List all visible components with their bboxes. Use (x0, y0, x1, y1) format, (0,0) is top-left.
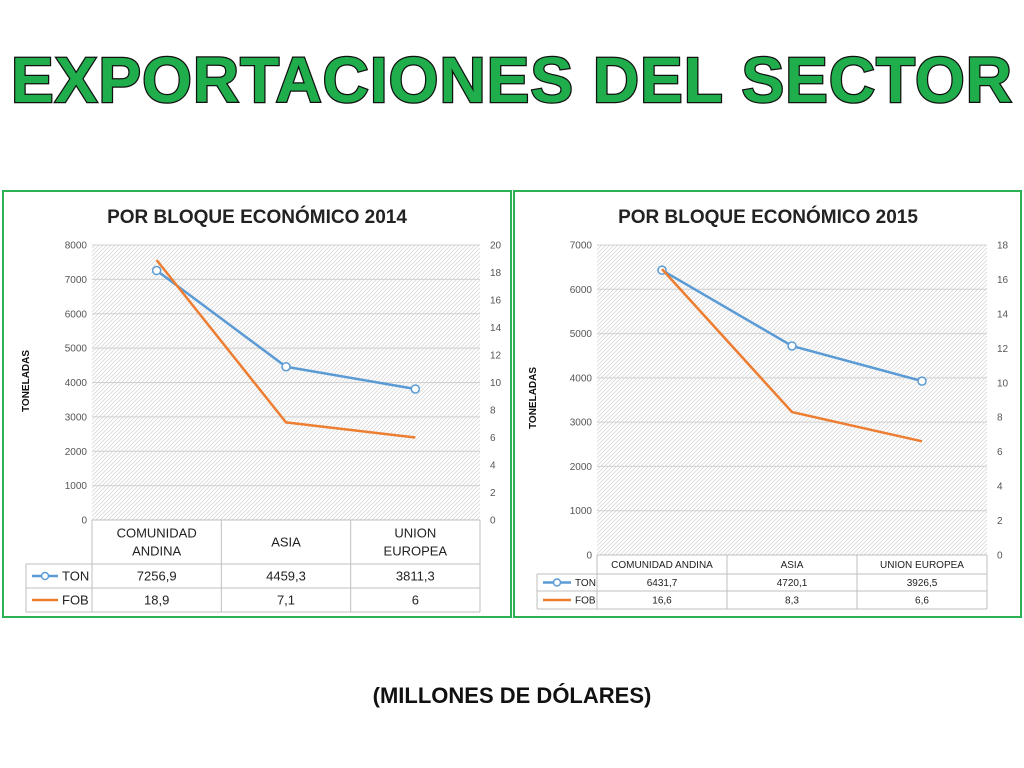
legend-label: TON (62, 569, 89, 584)
y2-tick-label: 10 (997, 378, 1009, 389)
category-label: COMUNIDAD ANDINA (117, 526, 197, 559)
data-label: 6431,7 (647, 578, 678, 589)
y-tick-label: 6000 (570, 285, 593, 296)
y-axis-title: TONELADAS (528, 367, 539, 429)
y-tick-label: 4000 (65, 378, 88, 389)
y-tick-label: 5000 (65, 344, 88, 355)
data-label: 6 (412, 593, 419, 608)
category-label: ASIA (781, 560, 804, 571)
data-point-ton (917, 376, 927, 386)
chart-2014: POR BLOQUE ECONÓMICO 2014010002000300040… (21, 206, 502, 613)
y2-tick-label: 0 (490, 516, 496, 527)
y2-tick-label: 2 (490, 488, 496, 499)
data-label: 8,3 (785, 596, 799, 607)
category-label: COMUNIDAD ANDINA (611, 560, 713, 571)
series-line-fob (155, 259, 416, 439)
plot-area (597, 245, 987, 555)
y2-tick-label: 18 (997, 241, 1009, 252)
chart-panel-2014: POR BLOQUE ECONÓMICO 2014 0 1000 2000 3000 40… (2, 190, 512, 618)
y2-tick-label: 8 (490, 406, 496, 417)
y2-tick-label: 8 (997, 413, 1003, 424)
data-label: 3926,5 (907, 578, 938, 589)
legend-label: TON (575, 578, 596, 589)
y-tick-label: 0 (81, 516, 87, 527)
legend-marker-ton (40, 571, 50, 581)
chart-title: POR BLOQUE ECONÓMICO 2014 (107, 206, 407, 228)
data-point-ton (787, 341, 797, 351)
y2-tick-label: 16 (997, 275, 1009, 286)
chart-2015: POR BLOQUE ECONÓMICO 2015010002000300040… (528, 206, 1009, 610)
y-tick-label: 5000 (570, 329, 593, 340)
data-point-ton (281, 361, 291, 372)
data-label: 7,1 (277, 593, 295, 608)
y2-tick-label: 12 (490, 351, 502, 362)
legend-label: FOB (575, 596, 596, 607)
y-tick-label: 3000 (65, 412, 88, 423)
y-tick-label: 0 (586, 551, 592, 562)
series-line-fob (661, 268, 923, 443)
page-title: EXPORTACIONES DEL SECTOR (10, 44, 1013, 116)
y-tick-label: 1000 (570, 506, 593, 517)
data-point-ton (151, 265, 162, 276)
category-label: ASIA (271, 535, 301, 550)
y-tick-label: 3000 (570, 418, 593, 429)
y-tick-label: 7000 (570, 241, 593, 252)
y-tick-label: 2000 (65, 447, 88, 458)
y2-tick-label: 20 (490, 241, 502, 252)
y2-tick-label: 4 (997, 482, 1003, 493)
chart-title: POR BLOQUE ECONÓMICO 2015 (618, 206, 918, 228)
y2-tick-label: 10 (490, 378, 502, 389)
data-label: 4459,3 (266, 569, 306, 584)
legend-marker-ton (552, 578, 562, 587)
category-label: UNION EUROPEA (384, 526, 448, 559)
data-label: 7256,9 (137, 569, 177, 584)
data-label: 6,6 (915, 596, 929, 607)
y2-tick-label: 18 (490, 268, 502, 279)
legend-label: FOB (62, 593, 89, 608)
y-tick-label: 6000 (65, 309, 88, 320)
y2-tick-label: 2 (997, 516, 1003, 527)
y2-tick-label: 14 (997, 309, 1009, 320)
y2-tick-label: 16 (490, 296, 502, 307)
y-tick-label: 2000 (570, 462, 593, 473)
data-label: 3811,3 (396, 569, 435, 584)
y2-tick-label: 12 (997, 344, 1009, 355)
y-tick-label: 4000 (570, 373, 593, 384)
data-point-ton (410, 384, 421, 394)
y2-tick-label: 6 (997, 447, 1003, 458)
y2-tick-label: 4 (490, 461, 496, 472)
units-note: (MILLONES DE DÓLARES) (372, 683, 652, 708)
y2-tick-label: 6 (490, 433, 496, 444)
y-tick-label: 1000 (65, 481, 88, 492)
y-tick-label: 7000 (65, 275, 88, 286)
y-tick-label: 8000 (65, 241, 88, 252)
data-label: 18,9 (144, 593, 169, 608)
y2-tick-label: 0 (997, 551, 1003, 562)
y2-tick-label: 14 (490, 323, 502, 334)
category-label: UNION EUROPEA (880, 560, 964, 571)
data-label: 4720,1 (777, 578, 808, 589)
chart-panel-2015: POR BLOQUE ECONÓMICO 2015 0 1000 2000 3000 40… (513, 190, 1022, 618)
data-label: 16,6 (652, 596, 672, 607)
y-axis-title: TONELADAS (21, 350, 32, 412)
